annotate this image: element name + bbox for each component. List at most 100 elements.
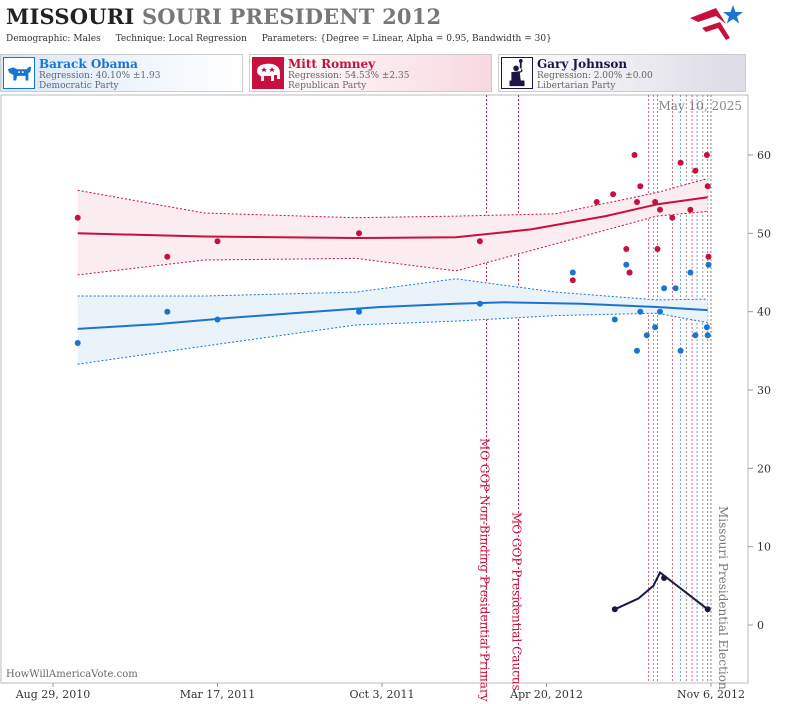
poll-point (705, 253, 712, 260)
plot-frame (0, 94, 749, 684)
candidate-regression: Regression: 40.10% ±1.93 (39, 71, 161, 81)
lower-bound-line (77, 210, 708, 276)
poll-point (356, 230, 362, 237)
candidate-card-obama: Barack Obama Regression: 40.10% ±1.93 De… (0, 54, 243, 92)
page-title: MISSOURI SOURI PRESIDENT 2012 (6, 4, 441, 29)
trend-line (614, 570, 709, 611)
poll-point (692, 167, 699, 174)
demographic-value: Males (73, 34, 101, 44)
poll-point (637, 183, 644, 190)
poll-point (593, 199, 600, 205)
poll-point (652, 324, 659, 331)
poll-point (214, 238, 221, 245)
flag-star-logo-icon (690, 5, 743, 40)
candidate-regression: Regression: 54.53% ±2.35 (288, 71, 410, 81)
event-label: MO GOP Presidential Caucus (510, 512, 524, 691)
poll-point (214, 316, 221, 323)
poll-point (164, 253, 171, 260)
state-name: MISSOURI (6, 4, 135, 29)
poll-point (476, 238, 483, 245)
poll-point (356, 308, 362, 315)
poll-point (657, 206, 663, 213)
candidate-card-romney: Mitt Romney Regression: 54.53% ±2.35 Rep… (249, 54, 492, 92)
y-tick-label: 10 (757, 541, 771, 554)
poll-point (677, 347, 684, 354)
poll-point (661, 285, 668, 292)
poll-point (704, 606, 711, 613)
date-stamp: May 10, 2025 (659, 99, 742, 113)
statue-of-liberty-icon (501, 57, 533, 89)
poll-point (611, 316, 618, 323)
poll-point (677, 159, 684, 166)
lower-bound-line (77, 312, 708, 365)
race-name: SOURI PRESIDENT 2012 (141, 4, 442, 29)
trend-line (77, 301, 708, 330)
poll-point (705, 261, 712, 268)
parameters-value: {Degree = Linear, Alpha = 0.95, Bandwidt… (320, 34, 552, 44)
poll-point (634, 347, 640, 354)
y-tick-label: 30 (757, 384, 771, 397)
poll-point (74, 214, 81, 221)
upper-bound-line (77, 278, 708, 301)
poll-point (687, 269, 694, 276)
event-label: Missouri Presidential Election (716, 506, 730, 690)
poll-point (569, 269, 576, 276)
y-tick-label: 40 (757, 306, 771, 319)
poll-point (657, 308, 663, 315)
poll-point (704, 183, 711, 190)
upper-bound-line (77, 178, 708, 219)
confidence-band (77, 178, 708, 275)
poll-point (610, 191, 617, 198)
demographic-label: Demographic: (6, 34, 71, 44)
candidate-party: Democratic Party (39, 81, 119, 91)
poll-point (637, 308, 644, 315)
poll-point (687, 206, 694, 213)
poll-point (569, 277, 576, 284)
poll-point (626, 269, 633, 276)
poll-point (669, 214, 676, 221)
poll-point (654, 246, 661, 252)
x-tick-label: Nov 6, 2012 (677, 688, 745, 701)
y-tick-label: 0 (757, 619, 764, 632)
candidate-regression: Regression: 2.00% ±0.00 (537, 71, 653, 81)
technique-value: Local Regression (168, 34, 247, 44)
poll-point (74, 340, 81, 346)
x-tick-label: Mar 17, 2011 (180, 688, 256, 701)
parameters-label: Parameters: (261, 34, 318, 44)
poll-point (643, 332, 650, 339)
confidence-band (77, 278, 708, 365)
trend-line (77, 196, 708, 240)
poll-point (703, 324, 710, 331)
poll-point (672, 285, 679, 292)
poll-point (661, 575, 668, 581)
x-tick-label: Oct 3, 2011 (349, 688, 414, 701)
y-tick-label: 60 (757, 149, 771, 162)
poll-point (631, 152, 638, 158)
candidate-party: Libertarian Party (537, 81, 616, 91)
event-label: MO GOP Non-Binding Presidential Primary (477, 438, 491, 702)
poll-point (623, 246, 630, 252)
y-tick-label: 20 (757, 462, 771, 475)
x-tick-label: Aug 29, 2010 (15, 688, 91, 701)
candidate-name: Mitt Romney (288, 57, 376, 71)
poll-point (704, 332, 711, 339)
candidate-card-johnson: Gary Johnson Regression: 2.00% ±0.00 Lib… (498, 54, 746, 92)
candidate-party: Republican Party (288, 81, 367, 91)
elephant-icon (252, 57, 284, 89)
poll-point (652, 199, 659, 205)
candidate-name: Barack Obama (39, 57, 138, 71)
y-tick-label: 50 (757, 227, 771, 240)
poll-point (476, 300, 483, 307)
subtitle: Demographic: Males Technique: Local Regr… (6, 34, 552, 44)
poll-point (164, 308, 171, 315)
x-tick-label: Apr 20, 2012 (509, 688, 583, 701)
site-credit: HowWillAmericaVote.com (6, 669, 138, 680)
donkey-icon (3, 57, 35, 89)
poll-point (611, 606, 618, 613)
candidate-name: Gary Johnson (537, 57, 628, 71)
poll-point (623, 261, 630, 268)
poll-point (692, 332, 699, 339)
poll-point (634, 199, 640, 205)
poll-point (703, 152, 710, 158)
